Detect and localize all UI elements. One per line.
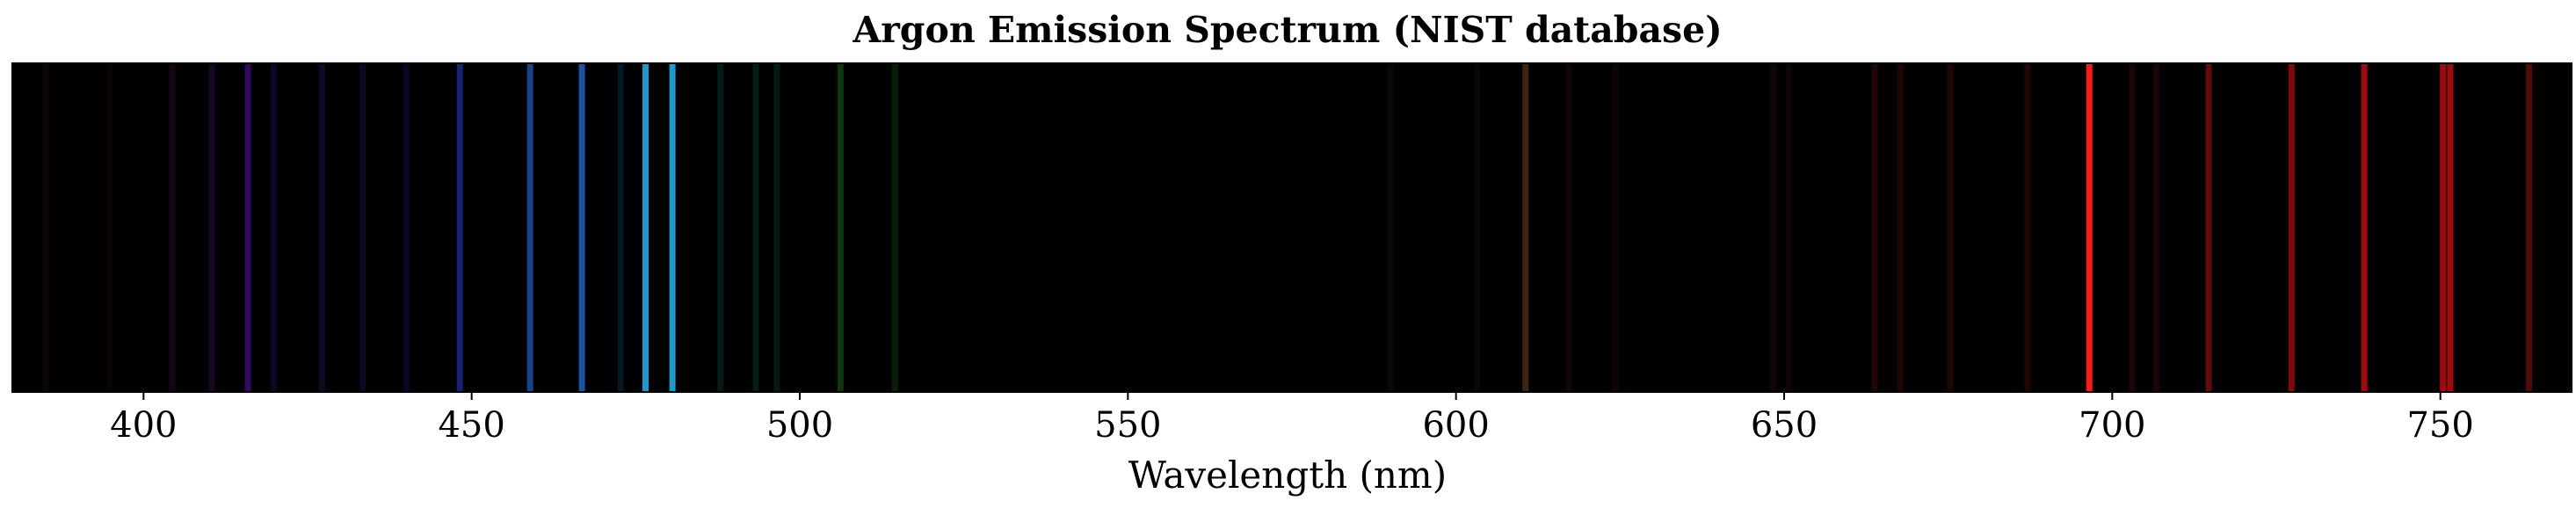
emission-line (526, 63, 533, 392)
x-tick-label: 550 (1094, 405, 1161, 446)
emission-line (773, 63, 780, 392)
emission-line (359, 63, 366, 392)
emission-line (2024, 63, 2031, 392)
x-tick-label: 600 (1422, 405, 1489, 446)
emission-line (2447, 63, 2454, 392)
emission-line (2205, 63, 2212, 392)
emission-line (617, 63, 624, 392)
x-axis-label: Wavelength (nm) (1128, 454, 1447, 497)
emission-line (169, 63, 176, 392)
emission-line (1785, 63, 1792, 392)
emission-line (244, 63, 251, 392)
emission-line (208, 63, 215, 392)
emission-line (2152, 63, 2159, 392)
emission-line (456, 63, 463, 392)
emission-line (2440, 63, 2447, 392)
emission-line (42, 63, 49, 392)
emission-line (1387, 63, 1394, 392)
x-tick-label: 750 (2406, 405, 2473, 446)
emission-line (752, 63, 759, 392)
chart-title: Argon Emission Spectrum (NIST database) (852, 9, 1722, 51)
emission-line (1612, 63, 1619, 392)
x-tick-label: 400 (110, 405, 177, 446)
emission-line (1522, 63, 1529, 392)
emission-line (891, 63, 898, 392)
x-axis: 400 450 500 550 600 650 700 750 (110, 392, 2474, 446)
plot-area (12, 63, 2572, 392)
x-tick-label: 650 (1751, 405, 1818, 446)
emission-line (106, 63, 113, 392)
emission-line (717, 63, 724, 392)
emission-line (403, 63, 410, 392)
emission-line (270, 63, 277, 392)
x-tick-label: 450 (438, 405, 504, 446)
x-tick-label: 500 (766, 405, 833, 446)
emission-line (837, 63, 844, 392)
emission-line (1474, 63, 1481, 392)
emission-line (1565, 63, 1572, 392)
emission-line (642, 63, 649, 392)
emission-line (2361, 63, 2368, 392)
emission-lines (42, 63, 2532, 392)
emission-line (669, 63, 676, 392)
emission-line (578, 63, 585, 392)
emission-line (1769, 63, 1776, 392)
x-tick-label: 700 (2079, 405, 2145, 446)
emission-line (1897, 63, 1904, 392)
plot-frame (11, 62, 2572, 393)
emission-line (2526, 63, 2532, 392)
emission-line (2288, 63, 2295, 392)
emission-line (1947, 63, 1954, 392)
emission-line (2086, 63, 2093, 392)
emission-line (318, 63, 325, 392)
emission-line (2129, 63, 2136, 392)
emission-line (1871, 63, 1878, 392)
